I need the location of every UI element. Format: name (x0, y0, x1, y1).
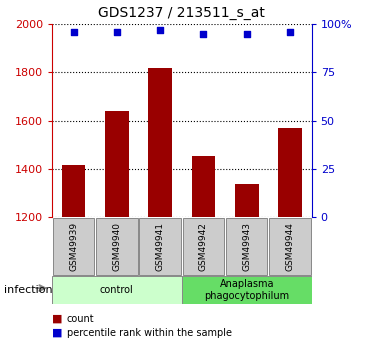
Bar (278, 128, 302, 217)
Bar (105, 111, 129, 217)
FancyBboxPatch shape (226, 218, 267, 275)
FancyBboxPatch shape (182, 276, 312, 304)
Text: ■: ■ (52, 314, 62, 324)
Text: GSM49940: GSM49940 (112, 222, 121, 271)
Text: infection: infection (4, 285, 52, 295)
Bar (148, 68, 172, 217)
Point (157, 27, 163, 33)
Point (70, 29, 76, 34)
Point (200, 31, 206, 37)
Text: GSM49941: GSM49941 (156, 222, 165, 271)
Bar (62, 166, 85, 217)
Text: GSM49944: GSM49944 (286, 222, 295, 271)
Bar (235, 184, 259, 217)
Point (244, 31, 250, 37)
FancyBboxPatch shape (52, 276, 182, 304)
FancyBboxPatch shape (183, 218, 224, 275)
Point (287, 29, 293, 34)
FancyBboxPatch shape (269, 218, 311, 275)
Text: ■: ■ (52, 328, 62, 338)
Text: GSM49942: GSM49942 (199, 222, 208, 271)
FancyBboxPatch shape (139, 218, 181, 275)
Point (114, 29, 120, 34)
Text: control: control (100, 285, 134, 295)
Text: Anaplasma
phagocytophilum: Anaplasma phagocytophilum (204, 279, 289, 300)
Text: percentile rank within the sample: percentile rank within the sample (67, 328, 232, 338)
Text: GSM49943: GSM49943 (242, 222, 251, 271)
FancyBboxPatch shape (53, 218, 94, 275)
Text: GSM49939: GSM49939 (69, 222, 78, 271)
FancyBboxPatch shape (96, 218, 138, 275)
Bar (191, 156, 215, 217)
Text: count: count (67, 314, 94, 324)
Title: GDS1237 / 213511_s_at: GDS1237 / 213511_s_at (98, 6, 265, 20)
